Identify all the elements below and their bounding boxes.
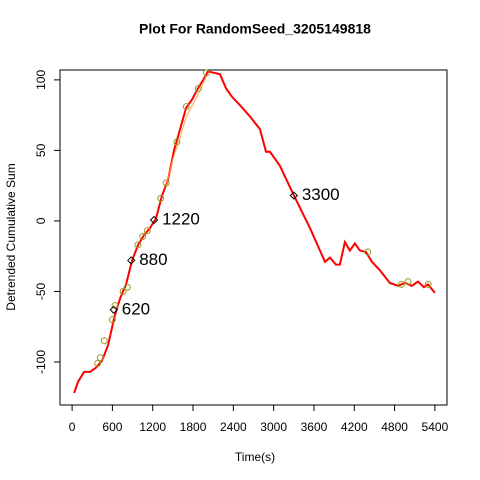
marker — [96, 354, 104, 362]
marker — [404, 278, 412, 286]
y-tick-label: 100 — [34, 70, 48, 90]
annotation-label: 3300 — [302, 185, 340, 204]
x-tick-label: 5400 — [422, 420, 449, 434]
marker — [202, 69, 210, 77]
annotation-label: 1220 — [162, 209, 200, 228]
marker — [424, 280, 432, 288]
x-tick-label: 4800 — [381, 420, 408, 434]
x-axis-label: Time(s) — [235, 450, 275, 464]
y-tick-label: 50 — [34, 143, 48, 157]
marker — [162, 179, 170, 187]
marker — [123, 283, 131, 291]
x-tick-label: 3000 — [260, 420, 287, 434]
marker — [108, 316, 116, 324]
marker — [94, 359, 102, 367]
y-axis-label: Detrended Cumulative Sum — [4, 163, 18, 310]
data-line — [165, 75, 208, 188]
marker — [157, 194, 165, 202]
y-tick-label: -100 — [34, 350, 48, 374]
marker — [194, 84, 202, 92]
x-tick-label: 0 — [69, 420, 76, 434]
marker — [397, 280, 405, 288]
data-line — [73, 70, 436, 394]
annotation-label: 620 — [122, 299, 150, 318]
marker — [173, 138, 181, 146]
x-tick-label: 600 — [102, 420, 122, 434]
y-tick-label: -50 — [34, 282, 48, 300]
marker — [100, 337, 108, 345]
marker — [119, 287, 127, 295]
marker — [364, 248, 372, 256]
x-tick-label: 3600 — [301, 420, 328, 434]
annotation-marker — [289, 191, 299, 200]
annotation-marker — [149, 215, 159, 225]
x-tick-label: 2400 — [220, 420, 247, 434]
marker — [143, 227, 151, 235]
marker — [139, 232, 147, 240]
x-tick-label: 1800 — [180, 420, 207, 434]
chart-title: Plot For RandomSeed_3205149818 — [139, 21, 371, 37]
marker — [134, 241, 142, 249]
annotation-label: 880 — [139, 250, 167, 269]
y-tick-label: 0 — [34, 217, 48, 224]
x-tick-label: 1200 — [139, 420, 166, 434]
annotation-marker — [127, 256, 136, 265]
annotation-marker — [109, 305, 118, 314]
marker — [111, 302, 119, 310]
x-tick-label: 4200 — [341, 420, 368, 434]
marker — [182, 103, 190, 111]
